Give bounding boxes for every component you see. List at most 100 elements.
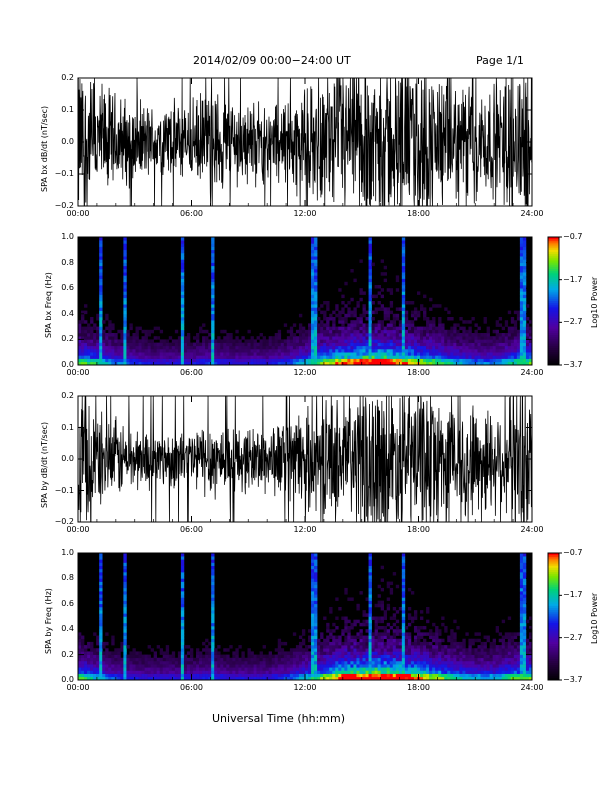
spectrogram-cell bbox=[486, 352, 490, 356]
spectrogram-cell bbox=[504, 648, 509, 652]
spectrogram-cell bbox=[386, 670, 391, 674]
spectrogram-cell bbox=[365, 317, 369, 321]
spectrogram-cell bbox=[398, 352, 403, 356]
spectrogram-cell bbox=[471, 342, 475, 347]
spectrogram-cell bbox=[147, 673, 151, 678]
spectrogram-cell bbox=[205, 345, 209, 350]
spectrogram-cell bbox=[483, 676, 487, 681]
spectrogram-cell bbox=[268, 673, 273, 678]
spectrogram-cell bbox=[386, 288, 391, 292]
spectrogram-cell bbox=[211, 556, 215, 560]
spectrogram-cell bbox=[120, 676, 124, 681]
spectrogram-cell bbox=[150, 329, 154, 334]
spectrogram-cell bbox=[510, 645, 515, 649]
spectrogram-cell bbox=[123, 610, 127, 614]
spectrogram-cell bbox=[444, 352, 448, 356]
spectrogram-cell bbox=[196, 339, 200, 343]
spectrogram-cell bbox=[329, 358, 333, 363]
spectrogram-cell bbox=[362, 345, 366, 350]
spectrogram-cell bbox=[507, 670, 512, 674]
spectrogram-cell bbox=[193, 676, 197, 681]
spectrogram-cell bbox=[317, 329, 321, 334]
spectrogram-cell bbox=[350, 326, 354, 331]
spectrogram-cell bbox=[401, 259, 406, 263]
spectrogram-cell bbox=[123, 278, 127, 283]
spectrogram-cell bbox=[468, 336, 472, 340]
spectrogram-cell bbox=[344, 352, 348, 356]
spectrogram-cell bbox=[308, 333, 312, 337]
spectrogram-cell bbox=[84, 304, 88, 308]
spectrogram-cell bbox=[450, 667, 454, 671]
spectrogram-cell bbox=[96, 345, 100, 350]
spectrogram-cell bbox=[171, 355, 176, 359]
spectrogram-cell bbox=[153, 336, 157, 340]
spectrogram-cell bbox=[392, 648, 397, 652]
spectrogram-cell bbox=[404, 632, 409, 636]
spectrogram-cell bbox=[277, 349, 282, 353]
spectrogram-cell bbox=[329, 670, 333, 674]
spectrogram-cell bbox=[84, 667, 88, 671]
spectrogram-cell bbox=[338, 317, 342, 321]
spectrogram-cell bbox=[501, 336, 506, 340]
spectrogram-cell bbox=[117, 648, 121, 652]
spectrogram-cell bbox=[471, 651, 475, 655]
spectrogram-cell bbox=[429, 670, 433, 674]
spectrogram-cell bbox=[341, 333, 345, 337]
spectrogram-cell bbox=[323, 352, 327, 356]
spectrogram-cell bbox=[123, 345, 127, 350]
spectrogram-cell bbox=[199, 660, 203, 665]
colorbar4-segment bbox=[548, 654, 559, 658]
spectrogram-cell bbox=[311, 603, 315, 608]
spectrogram-cell bbox=[389, 301, 394, 305]
spectrogram-cell bbox=[105, 660, 109, 665]
spectrogram-cell bbox=[522, 323, 527, 327]
spectrogram-cell bbox=[519, 243, 524, 247]
spectrogram-cell bbox=[386, 676, 391, 681]
spectrogram-cell bbox=[256, 676, 260, 681]
spectrogram-cell bbox=[356, 323, 360, 327]
spectrogram-cell bbox=[426, 355, 430, 359]
spectrogram-cell bbox=[453, 676, 457, 681]
spectrogram-cell bbox=[235, 667, 239, 671]
spectrogram-cell bbox=[93, 657, 97, 662]
spectrogram-cell bbox=[211, 320, 215, 324]
spectrogram-cell bbox=[426, 667, 430, 671]
spectrogram-cell bbox=[495, 358, 500, 363]
spectrogram-cell bbox=[398, 320, 403, 324]
spectrogram-cell bbox=[341, 629, 345, 633]
spectrogram-cell bbox=[180, 339, 185, 343]
spectrogram-cell bbox=[483, 339, 487, 343]
spectrogram-cell bbox=[311, 626, 315, 630]
spectrogram-cell bbox=[395, 349, 400, 353]
spectrogram-cell bbox=[522, 272, 527, 276]
spectrogram-cell bbox=[371, 294, 375, 299]
spectrogram-cell bbox=[165, 355, 170, 359]
spectrogram-cell bbox=[292, 352, 297, 356]
spectrogram-cell bbox=[377, 616, 381, 620]
spectrogram-cell bbox=[99, 591, 103, 595]
spectrogram-cell bbox=[395, 645, 400, 649]
spectrogram-cell bbox=[232, 342, 236, 347]
spectrogram-cell bbox=[156, 657, 161, 662]
spectrogram-cell bbox=[407, 670, 412, 674]
spectrogram-cell bbox=[317, 651, 321, 655]
spectrogram-cell bbox=[301, 358, 306, 363]
spectrogram-cell bbox=[432, 345, 436, 350]
spectrogram-cell bbox=[235, 352, 239, 356]
spectrogram-cell bbox=[453, 355, 457, 359]
spectrogram-cell bbox=[507, 635, 512, 640]
spectrogram-cell bbox=[365, 673, 369, 678]
spectrogram-cell bbox=[486, 670, 490, 674]
spectrogram-cell bbox=[305, 645, 309, 649]
spectrogram-cell bbox=[335, 676, 339, 681]
spectrogram-cell bbox=[292, 654, 297, 659]
spectrogram-cell bbox=[480, 355, 484, 359]
spectrogram-cell bbox=[480, 339, 484, 343]
spectrogram-cell bbox=[232, 349, 236, 353]
spectrogram-cell bbox=[311, 657, 315, 662]
spectrogram-cell bbox=[450, 326, 454, 331]
spectrogram-cell bbox=[492, 664, 496, 668]
spectrogram-cell bbox=[317, 657, 321, 662]
spectrogram-cell bbox=[87, 339, 91, 343]
spectrogram-cell bbox=[519, 587, 524, 592]
